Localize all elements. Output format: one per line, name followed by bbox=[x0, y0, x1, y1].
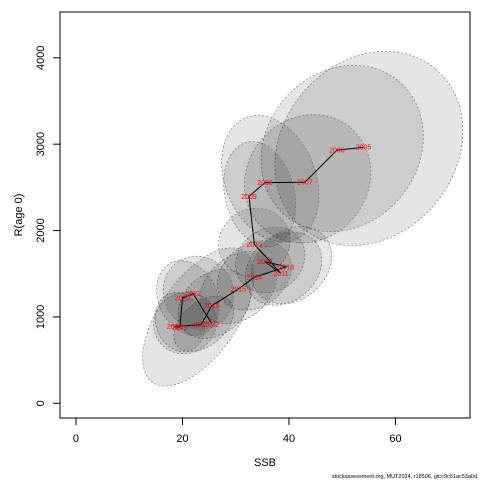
x-axis-label: SSB bbox=[254, 457, 276, 469]
ellipse-2007 bbox=[244, 114, 371, 244]
y-tick-label: 3000 bbox=[35, 132, 47, 156]
ellipse-2019 bbox=[153, 291, 217, 355]
y-axis-label: R(age 0) bbox=[13, 194, 25, 237]
point-label-2006: 2006 bbox=[329, 148, 345, 155]
y-tick-label: 0 bbox=[35, 400, 47, 406]
ellipse-2013 bbox=[251, 226, 333, 304]
point-label-2016: 2016 bbox=[204, 303, 220, 310]
point-label-2014: 2014 bbox=[247, 275, 263, 282]
point-label-2005: 2005 bbox=[356, 145, 372, 152]
point-label-2007: 2007 bbox=[297, 180, 313, 187]
trajectory bbox=[174, 146, 364, 328]
y-axis: 0 1000 2000 3000 4000 bbox=[35, 46, 61, 406]
x-axis: 0 20 40 60 bbox=[73, 417, 402, 445]
point-label-2009: 2009 bbox=[241, 194, 257, 201]
ellipse-2022 bbox=[142, 247, 255, 387]
point-label-2017: 2017 bbox=[193, 322, 209, 329]
ellipse-2008 bbox=[221, 115, 320, 243]
point-label-2022: 2022 bbox=[204, 321, 220, 328]
point-label-2010: 2010 bbox=[247, 242, 263, 249]
ellipse-2011 bbox=[245, 231, 323, 306]
y-tick-label: 1000 bbox=[35, 305, 47, 329]
point-label-2018: 2018 bbox=[167, 324, 183, 331]
ellipse-2014 bbox=[217, 240, 292, 311]
point-label-2021: 2021 bbox=[185, 291, 201, 298]
point-label-2012: 2012 bbox=[257, 259, 273, 266]
x-tick-label: 60 bbox=[389, 433, 401, 445]
credit-text: stockassessment.org, MUT2024, r18506, gi… bbox=[332, 474, 477, 480]
trajectory-line bbox=[174, 146, 364, 328]
ellipse-2006 bbox=[260, 65, 424, 232]
confidence-ellipses bbox=[142, 51, 464, 387]
ellipse-2020 bbox=[156, 260, 220, 336]
point-label-2008: 2008 bbox=[257, 180, 273, 187]
ellipse-2009 bbox=[223, 141, 296, 248]
point-label-2013: 2013 bbox=[279, 264, 295, 271]
point-label-2019: 2019 bbox=[172, 325, 188, 332]
x-tick-label: 0 bbox=[73, 433, 79, 445]
point-label-2011: 2011 bbox=[273, 271, 288, 278]
ellipse-2012 bbox=[235, 226, 306, 294]
y-tick-label: 2000 bbox=[35, 218, 47, 242]
ellipse-2005 bbox=[274, 51, 464, 246]
x-tick-label: 40 bbox=[283, 433, 295, 445]
point-label-2015: 2015 bbox=[231, 286, 247, 293]
y-tick-label: 4000 bbox=[35, 46, 47, 70]
x-tick-label: 20 bbox=[176, 433, 188, 445]
point-label-2020: 2020 bbox=[175, 295, 191, 302]
